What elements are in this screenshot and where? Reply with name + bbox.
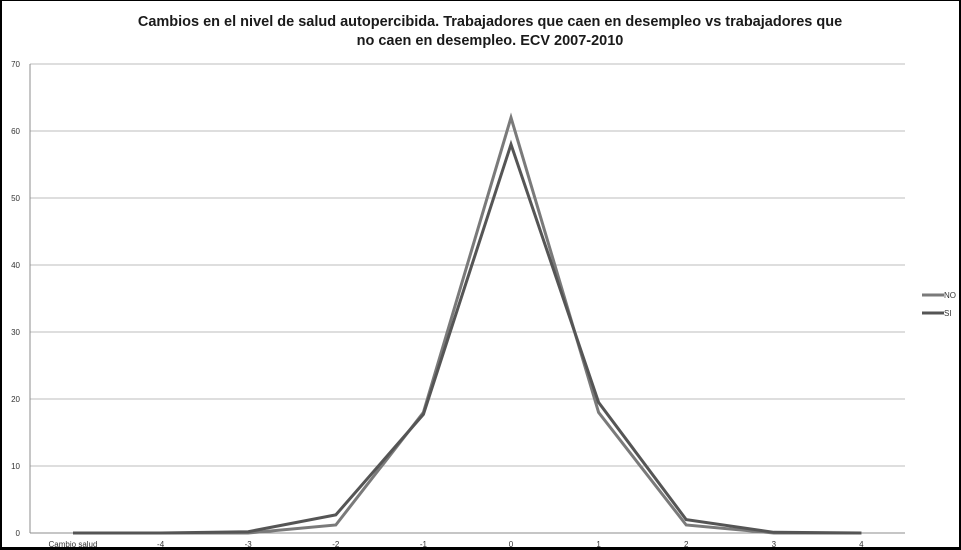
x-tick-label: 2 [684,540,689,549]
y-tick-label: 50 [11,194,20,203]
legend: NO SI [922,291,956,318]
y-tick-label: 0 [16,529,21,538]
chart-title-line-1: Cambios en el nivel de salud autopercibi… [137,14,843,30]
y-tick-label: 20 [11,395,20,404]
y-tick-label: 30 [11,328,20,337]
x-tick-label: Cambio salud [49,540,98,549]
y-tick-label: 10 [11,462,20,471]
x-tick-label: 1 [596,540,601,549]
y-tick-label: 70 [11,60,20,69]
legend-label-si: SI [944,309,952,318]
y-tick-label: 40 [11,261,20,270]
x-tick-label: -1 [420,540,428,549]
chart-title: Cambios en el nivel de salud autopercibi… [60,13,920,51]
y-tick-label: 60 [11,127,20,136]
axes [29,64,905,534]
x-tick-label: -3 [245,540,253,549]
x-tick-label: -4 [157,540,165,549]
x-tick-label: -2 [332,540,340,549]
series-lines [73,112,862,535]
series-line-si [73,139,862,535]
x-tick-label: 4 [859,540,864,549]
chart-title-line-2: no caen en desempleo. ECV 2007-2010 [356,33,624,49]
y-tick-labels: 0 10 20 30 40 50 60 70 [11,60,20,538]
series-line-no [73,112,862,535]
x-tick-labels: Cambio salud -4 -3 -2 -1 0 1 2 3 4 [49,540,865,549]
x-tick-label: 3 [772,540,777,549]
legend-label-no: NO [944,291,956,300]
x-tick-label: 0 [509,540,514,549]
